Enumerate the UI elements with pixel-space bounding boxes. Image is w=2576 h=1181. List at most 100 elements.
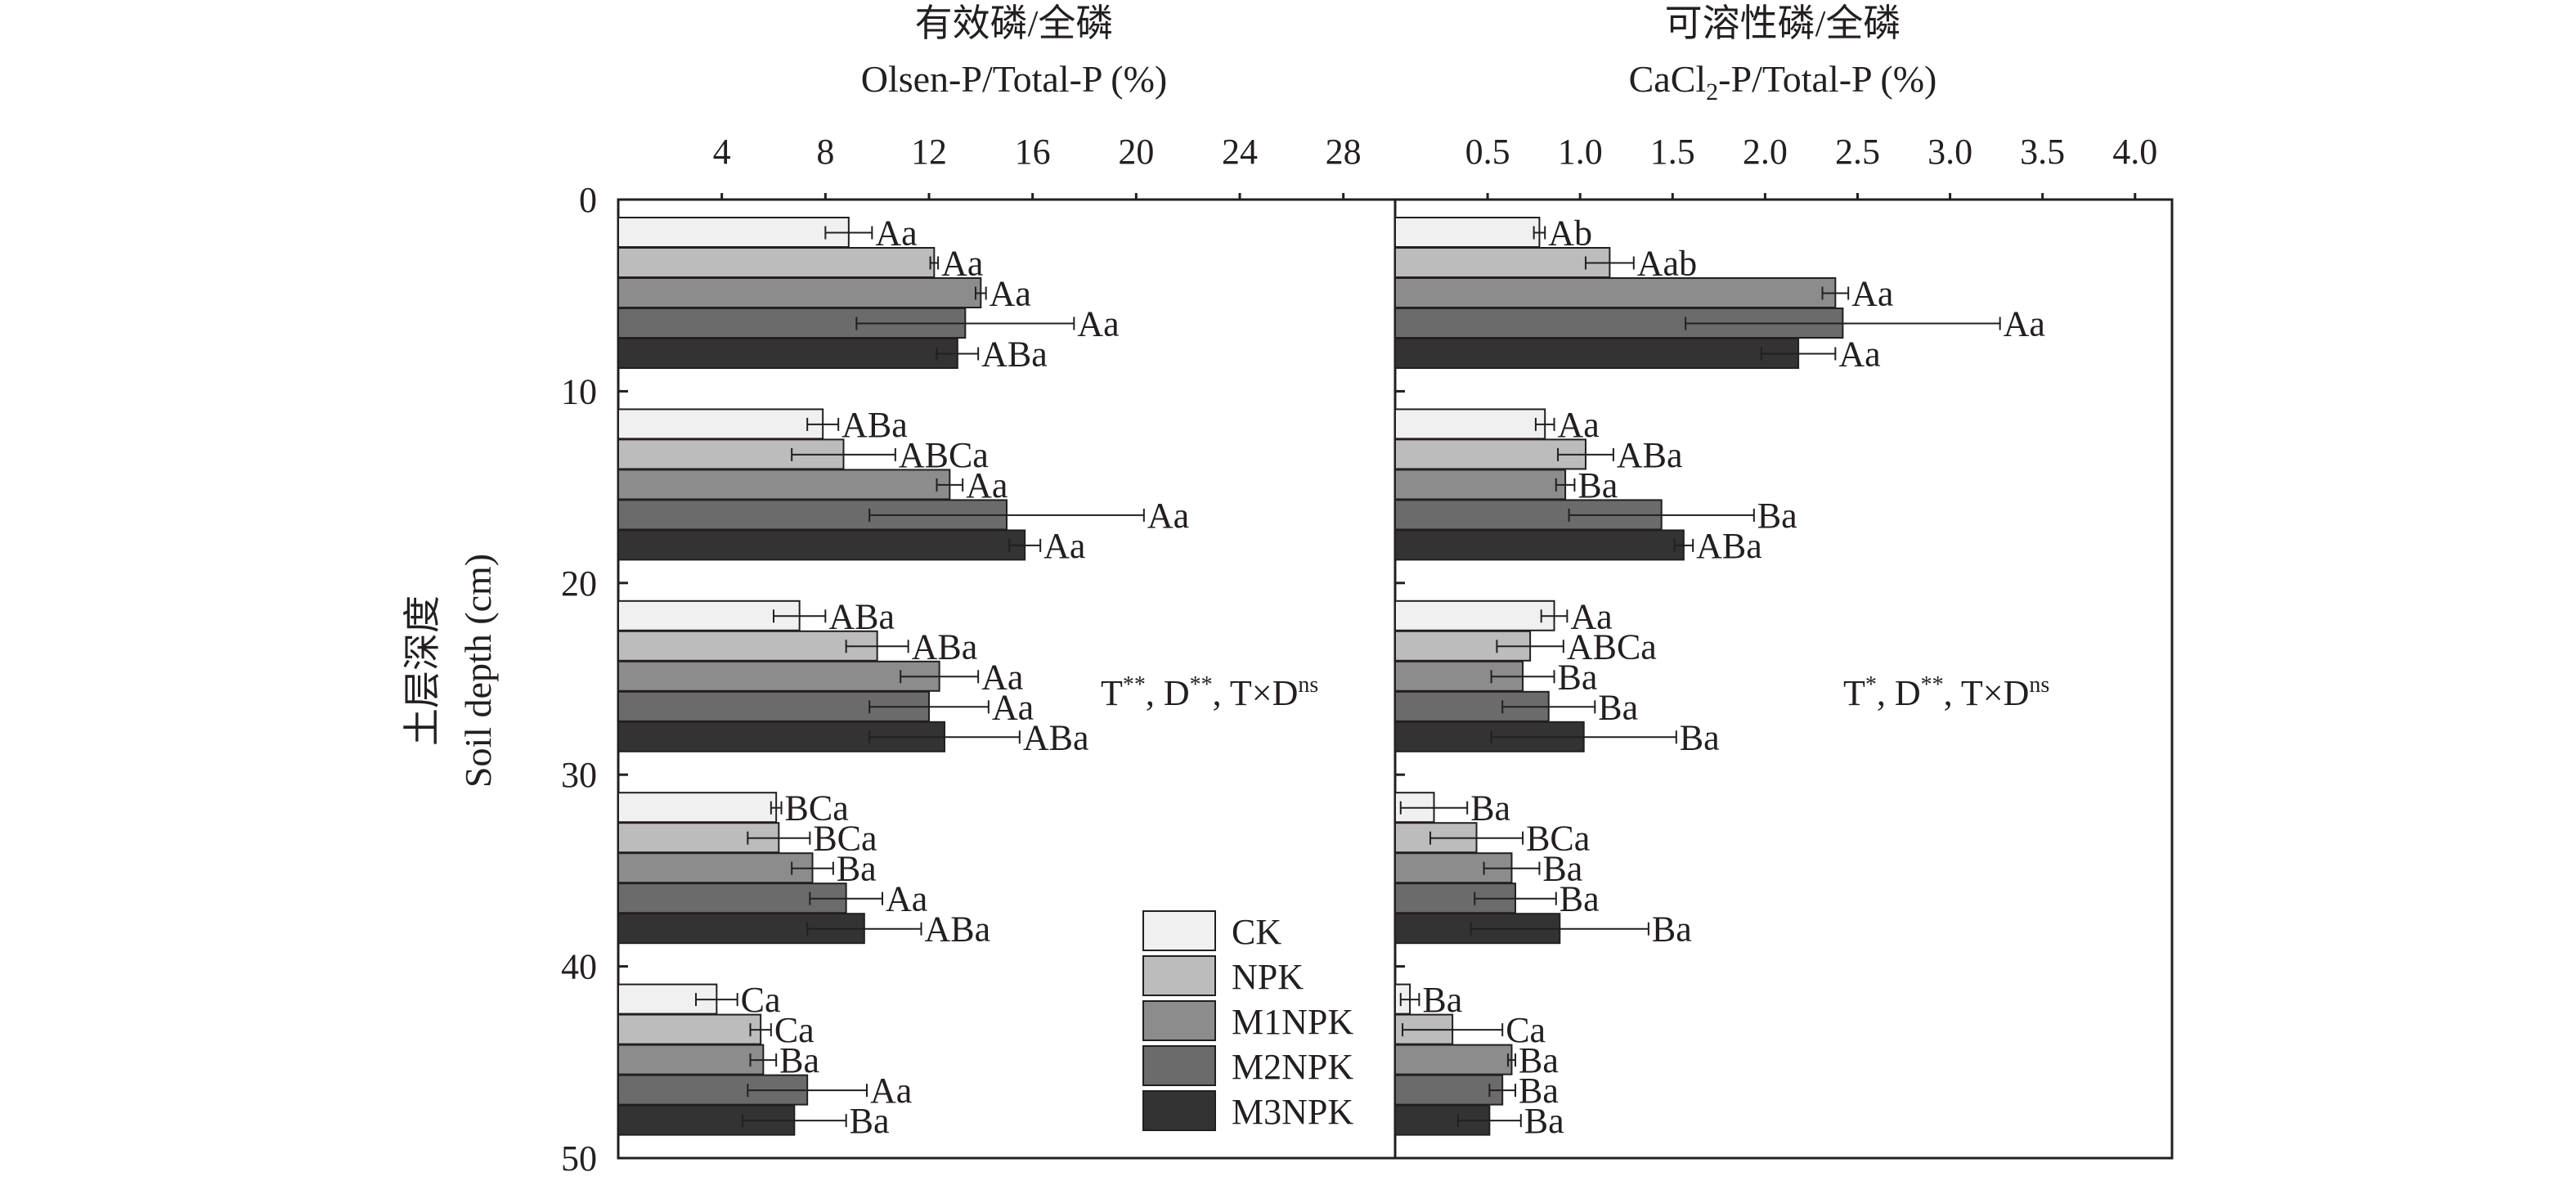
right-annotation: T*, D**, T×Dns	[1843, 672, 2049, 713]
right-x-tick-label: 4.0	[2112, 132, 2157, 172]
right-bar	[1394, 1044, 1513, 1075]
right-bar-label: Ca	[1506, 1010, 1546, 1050]
left-bar	[617, 630, 878, 662]
right-bar-label: Ba	[1519, 1040, 1559, 1080]
right-bar-label: Aa	[1558, 405, 1600, 445]
right-x-tick-label: 2.5	[1835, 132, 1880, 172]
legend-swatch	[1142, 955, 1216, 996]
right-bar-label: Aa	[1570, 596, 1612, 636]
left-annotation: T**, D**, T×Dns	[1101, 672, 1318, 713]
right-ann-d: , D	[1877, 673, 1921, 713]
right-xlabel-pre: CaCl	[1629, 58, 1707, 100]
left-bar-label: Aa	[1077, 304, 1119, 344]
right-bar-label: Aab	[1637, 244, 1697, 284]
right-ann-txd: , T×D	[1944, 673, 2030, 713]
right-bar-label: ABa	[1696, 526, 1762, 566]
right-bar-label: ABa	[1617, 435, 1683, 475]
right-bar-label: Ba	[1519, 1071, 1559, 1111]
left-bar	[617, 469, 951, 501]
left-xlabel: Olsen-P/Total-P (%)	[861, 58, 1168, 100]
left-bar-label: ABCa	[899, 435, 989, 475]
left-bar	[617, 1044, 765, 1075]
left-bar	[617, 660, 940, 692]
y-tick-label: 30	[561, 755, 597, 795]
right-title: 可溶性磷/全磷	[1665, 2, 1901, 44]
right-bar-label: Aa	[2004, 304, 2045, 344]
right-ann-t-sup: *	[1865, 672, 1877, 698]
right-bar-label: Ba	[1680, 717, 1720, 757]
left-bar	[617, 338, 958, 369]
left-x-tick-label: 24	[1222, 132, 1258, 172]
left-bar-label: Aa	[941, 244, 983, 284]
right-bar-label: Ba	[1598, 687, 1638, 727]
left-x-tick-label: 28	[1326, 132, 1362, 172]
right-xlabel: CaCl2-P/Total-P (%)	[1629, 58, 1937, 106]
left-x-ticks: 4 8 12 16 20 24 28	[713, 132, 1362, 200]
y-axis-label: Soil depth (cm)	[457, 554, 499, 788]
left-bar	[617, 277, 982, 308]
left-bar	[617, 599, 801, 631]
y-tick-label: 50	[561, 1138, 597, 1179]
left-bar-label: Ba	[779, 1040, 819, 1080]
left-bar	[617, 217, 850, 248]
right-xlabel-sub: 2	[1706, 79, 1718, 106]
right-bar-label: BCa	[1526, 819, 1590, 859]
legend-swatch	[1142, 1045, 1216, 1086]
left-bar-label: ABa	[912, 626, 978, 667]
left-ann-t-sup: **	[1123, 672, 1146, 698]
left-bar-label: Aa	[966, 465, 1008, 505]
left-bar	[617, 792, 778, 824]
y-tick-label: 0	[579, 180, 597, 220]
left-x-tick-label: 16	[1015, 132, 1051, 172]
right-bar	[1394, 217, 1541, 248]
left-bar-label: ABa	[981, 335, 1048, 375]
y-tick-label: 20	[561, 564, 597, 604]
y-axis-label-cn: 土层深度	[402, 595, 443, 746]
left-x-tick-label: 4	[713, 132, 731, 172]
right-bar-label: ABCa	[1567, 626, 1657, 667]
legend-label: NPK	[1232, 957, 1304, 997]
left-bar-label: ABa	[828, 596, 895, 636]
left-bar-label: Ba	[850, 1101, 890, 1141]
legend: CK NPK M1NPK M2NPK M3NPK	[1142, 910, 1353, 1132]
legend-swatch	[1142, 1000, 1216, 1041]
right-x-tick-label: 2.0	[1743, 132, 1788, 172]
left-x-tick-label: 20	[1118, 132, 1154, 172]
right-bar-label: Ba	[1558, 657, 1598, 697]
right-bar-label: Ab	[1548, 213, 1592, 254]
left-bar-label: ABa	[925, 909, 991, 950]
y-tick-label: 40	[561, 947, 597, 987]
left-title: 有效磷/全磷	[915, 2, 1114, 44]
right-bar-label: Ba	[1652, 909, 1692, 950]
left-bar-label: Ca	[774, 1010, 815, 1050]
right-bar-label: Ba	[1560, 879, 1600, 919]
right-bars: AbAabAaAaAaAaABaBaBaABaAaABCaBaBaBaBaBCa…	[1394, 213, 2045, 1141]
right-bar-label: Ba	[1422, 980, 1462, 1020]
left-ann-d: , D	[1146, 673, 1190, 713]
left-bar-label: Aa	[875, 213, 917, 254]
right-bar-label: Ba	[1757, 496, 1797, 536]
right-xlabel-post: -P/Total-P (%)	[1718, 58, 1936, 100]
right-bar	[1394, 469, 1567, 501]
right-x-tick-label: 3.5	[2020, 132, 2065, 172]
left-bar	[617, 1013, 762, 1045]
left-ann-t: T	[1101, 673, 1123, 713]
left-bar	[617, 852, 814, 884]
legend-label: M1NPK	[1232, 1002, 1353, 1042]
right-bar	[1394, 529, 1685, 561]
legend-swatch	[1142, 910, 1216, 951]
right-bar-label: Ba	[1470, 788, 1510, 828]
right-bar	[1394, 247, 1611, 278]
right-ann-txd-sup: ns	[2029, 672, 2049, 698]
right-bar-label: Ba	[1524, 1101, 1564, 1141]
right-bar	[1394, 408, 1546, 440]
legend-label: M2NPK	[1232, 1047, 1353, 1087]
right-bar	[1394, 1104, 1491, 1136]
left-bar-label: Ca	[741, 980, 781, 1020]
left-bar	[617, 882, 847, 914]
y-tick-label: 10	[561, 371, 597, 411]
left-bar-label: Aa	[981, 657, 1023, 697]
right-x-tick-label: 0.5	[1465, 132, 1510, 172]
right-bar	[1394, 599, 1555, 631]
